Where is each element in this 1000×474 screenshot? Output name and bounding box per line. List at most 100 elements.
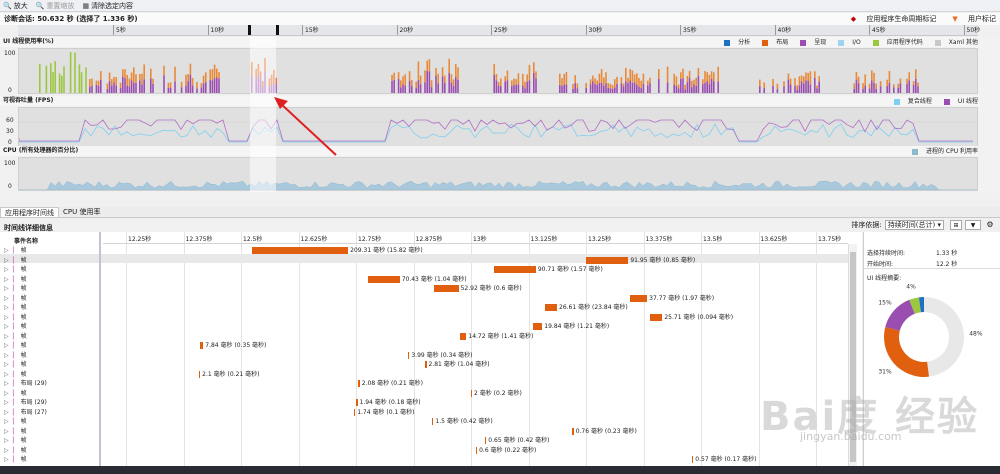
time-gridline xyxy=(413,232,415,474)
expand-arrow-icon[interactable]: ▷ xyxy=(4,294,9,302)
event-row[interactable]: ▷ ▏ 帧 xyxy=(4,284,27,293)
event-row[interactable]: ▷ ▏ 帧 xyxy=(4,341,27,350)
expand-arrow-icon[interactable]: ▷ xyxy=(4,313,9,321)
ui-bar-layout xyxy=(444,75,446,84)
event-duration-bar[interactable] xyxy=(356,399,358,406)
event-duration-bar[interactable] xyxy=(358,380,360,387)
ui-bar-render xyxy=(633,82,636,93)
expand-arrow-icon[interactable]: ▷ xyxy=(4,247,9,254)
event-duration-bar[interactable] xyxy=(586,256,629,264)
expand-arrow-icon[interactable]: ▷ xyxy=(4,323,9,330)
event-duration-bar[interactable] xyxy=(544,304,557,311)
event-duration-bar[interactable] xyxy=(459,332,467,340)
event-row[interactable]: ▷ ▏ 帧 xyxy=(4,246,27,255)
event-row[interactable]: ▷ ▏ 帧 xyxy=(4,455,27,464)
event-row[interactable]: ▷ ▏ 帧 xyxy=(4,446,27,455)
legend-swatch xyxy=(762,40,769,46)
event-duration-bar[interactable] xyxy=(475,446,478,454)
event-row[interactable]: ▷ ▏ 帧 xyxy=(4,313,27,322)
filter-button[interactable]: ▼ xyxy=(965,220,981,230)
event-duration-bar[interactable] xyxy=(650,313,663,321)
event-row[interactable]: ▷ ▏ 帧 xyxy=(4,351,27,360)
event-row[interactable]: ▷ ▏ 布局 (27) xyxy=(4,408,47,417)
expand-arrow-icon[interactable]: ▷ xyxy=(4,275,9,283)
settings-button[interactable]: ⚙ xyxy=(984,220,996,230)
expand-arrow-icon[interactable]: ▷ xyxy=(4,332,9,340)
tab-0[interactable]: 应用程序时间线 xyxy=(0,207,59,217)
sort-select[interactable]: 持续时间(总计) ▾ xyxy=(884,220,944,230)
expand-arrow-icon[interactable]: ▷ xyxy=(4,351,9,359)
event-duration-bar[interactable] xyxy=(199,342,204,349)
expand-arrow-icon[interactable]: ▷ xyxy=(4,446,9,454)
expand-arrow-icon[interactable]: ▷ xyxy=(4,427,9,435)
event-duration-bar[interactable] xyxy=(353,408,356,416)
event-duration-bar[interactable] xyxy=(691,456,694,463)
clear-selection-button[interactable]: ▦ 清除选定内容 xyxy=(82,1,134,10)
event-row[interactable]: ▷ ▏ 帧 xyxy=(4,256,27,265)
expand-arrow-icon[interactable]: ▷ xyxy=(4,361,9,368)
event-row[interactable]: ▷ ▏ 帧 xyxy=(4,360,27,369)
cpu-chart[interactable] xyxy=(18,157,978,191)
event-duration-bar[interactable] xyxy=(484,437,487,444)
ui-bar-render xyxy=(796,89,798,93)
expand-arrow-icon[interactable]: ▷ xyxy=(4,342,9,349)
donut-slice xyxy=(924,297,965,377)
ui-bar-render xyxy=(408,80,411,93)
expand-arrow-icon[interactable]: ▷ xyxy=(4,389,9,397)
event-duration-bar[interactable] xyxy=(434,285,459,292)
ui-bar-layout xyxy=(559,73,561,85)
event-duration-bar[interactable] xyxy=(431,418,434,425)
event-row[interactable]: ▷ ▏ 帧 xyxy=(4,303,27,312)
selection-start-handle[interactable] xyxy=(248,25,251,35)
ui-bar-layout xyxy=(574,75,576,84)
expand-arrow-icon[interactable]: ▷ xyxy=(4,285,9,292)
ui-bar xyxy=(52,72,54,93)
expand-arrow-icon[interactable]: ▷ xyxy=(4,256,9,264)
event-duration-bar[interactable] xyxy=(425,361,427,368)
reset-zoom-button[interactable]: 🔍 重置缩放 xyxy=(35,1,75,10)
event-duration-bar[interactable] xyxy=(198,370,201,378)
event-row[interactable]: ▷ ▏ 帧 xyxy=(4,370,27,379)
expand-arrow-icon[interactable]: ▷ xyxy=(4,418,9,425)
event-row[interactable]: ▷ ▏ 帧 xyxy=(4,322,27,331)
event-row[interactable]: ▷ ▏ 帧 xyxy=(4,417,27,426)
ui-bar-layout xyxy=(200,83,203,88)
event-duration-bar[interactable] xyxy=(572,427,574,435)
expand-arrow-icon[interactable]: ▷ xyxy=(4,456,9,463)
event-duration-bar[interactable] xyxy=(367,275,400,283)
event-row[interactable]: ▷ ▏ 布局 (29) xyxy=(4,379,47,388)
event-duration-bar[interactable] xyxy=(533,323,543,330)
event-row[interactable]: ▷ ▏ 帧 xyxy=(4,275,27,284)
event-row[interactable]: ▷ ▏ 帧 xyxy=(4,436,27,445)
expand-arrow-icon[interactable]: ▷ xyxy=(4,266,9,273)
expand-arrow-icon[interactable]: ▷ xyxy=(4,380,9,387)
event-row[interactable]: ▷ ▏ 帧 xyxy=(4,332,27,341)
expand-arrow-icon[interactable]: ▷ xyxy=(4,437,9,444)
expand-arrow-icon[interactable]: ▷ xyxy=(4,399,9,406)
event-row[interactable]: ▷ ▏ 帧 xyxy=(4,427,27,436)
ui-bar-layout xyxy=(682,68,684,79)
event-row[interactable]: ▷ ▏ 布局 (29) xyxy=(4,398,47,407)
zoom-in-button[interactable]: 🔍 放大 xyxy=(3,1,28,10)
event-duration-bar[interactable] xyxy=(470,389,473,397)
event-row[interactable]: ▷ ▏ 帧 xyxy=(4,389,27,398)
event-duration-bar[interactable] xyxy=(252,247,349,254)
ui-thread-chart[interactable] xyxy=(18,48,978,94)
selection-region[interactable] xyxy=(250,36,276,192)
fps-chart[interactable] xyxy=(18,107,978,147)
expand-arrow-icon[interactable]: ▷ xyxy=(4,304,9,311)
event-duration-bar[interactable] xyxy=(407,351,410,359)
expand-arrow-icon[interactable]: ▷ xyxy=(4,408,9,416)
ui-bar-render xyxy=(787,79,790,93)
event-row[interactable]: ▷ ▏ 帧 xyxy=(4,294,27,303)
grid-scrollbar[interactable] xyxy=(848,244,857,474)
event-duration-bar[interactable] xyxy=(629,294,648,302)
session-ruler[interactable]: 5秒 10秒 15秒 20秒 25秒 30秒 35秒 40秒 45秒 50秒 xyxy=(18,25,980,36)
expand-arrow-icon[interactable]: ▷ xyxy=(4,370,9,378)
expand-collapse-button[interactable]: ⊞ xyxy=(950,220,962,230)
event-duration-bar[interactable] xyxy=(494,266,536,273)
selection-end-handle[interactable] xyxy=(276,25,279,35)
event-row[interactable]: ▷ ▏ 帧 xyxy=(4,265,27,274)
tab-1[interactable]: CPU 使用率 xyxy=(63,208,101,216)
scrollbar-thumb[interactable] xyxy=(850,252,856,462)
